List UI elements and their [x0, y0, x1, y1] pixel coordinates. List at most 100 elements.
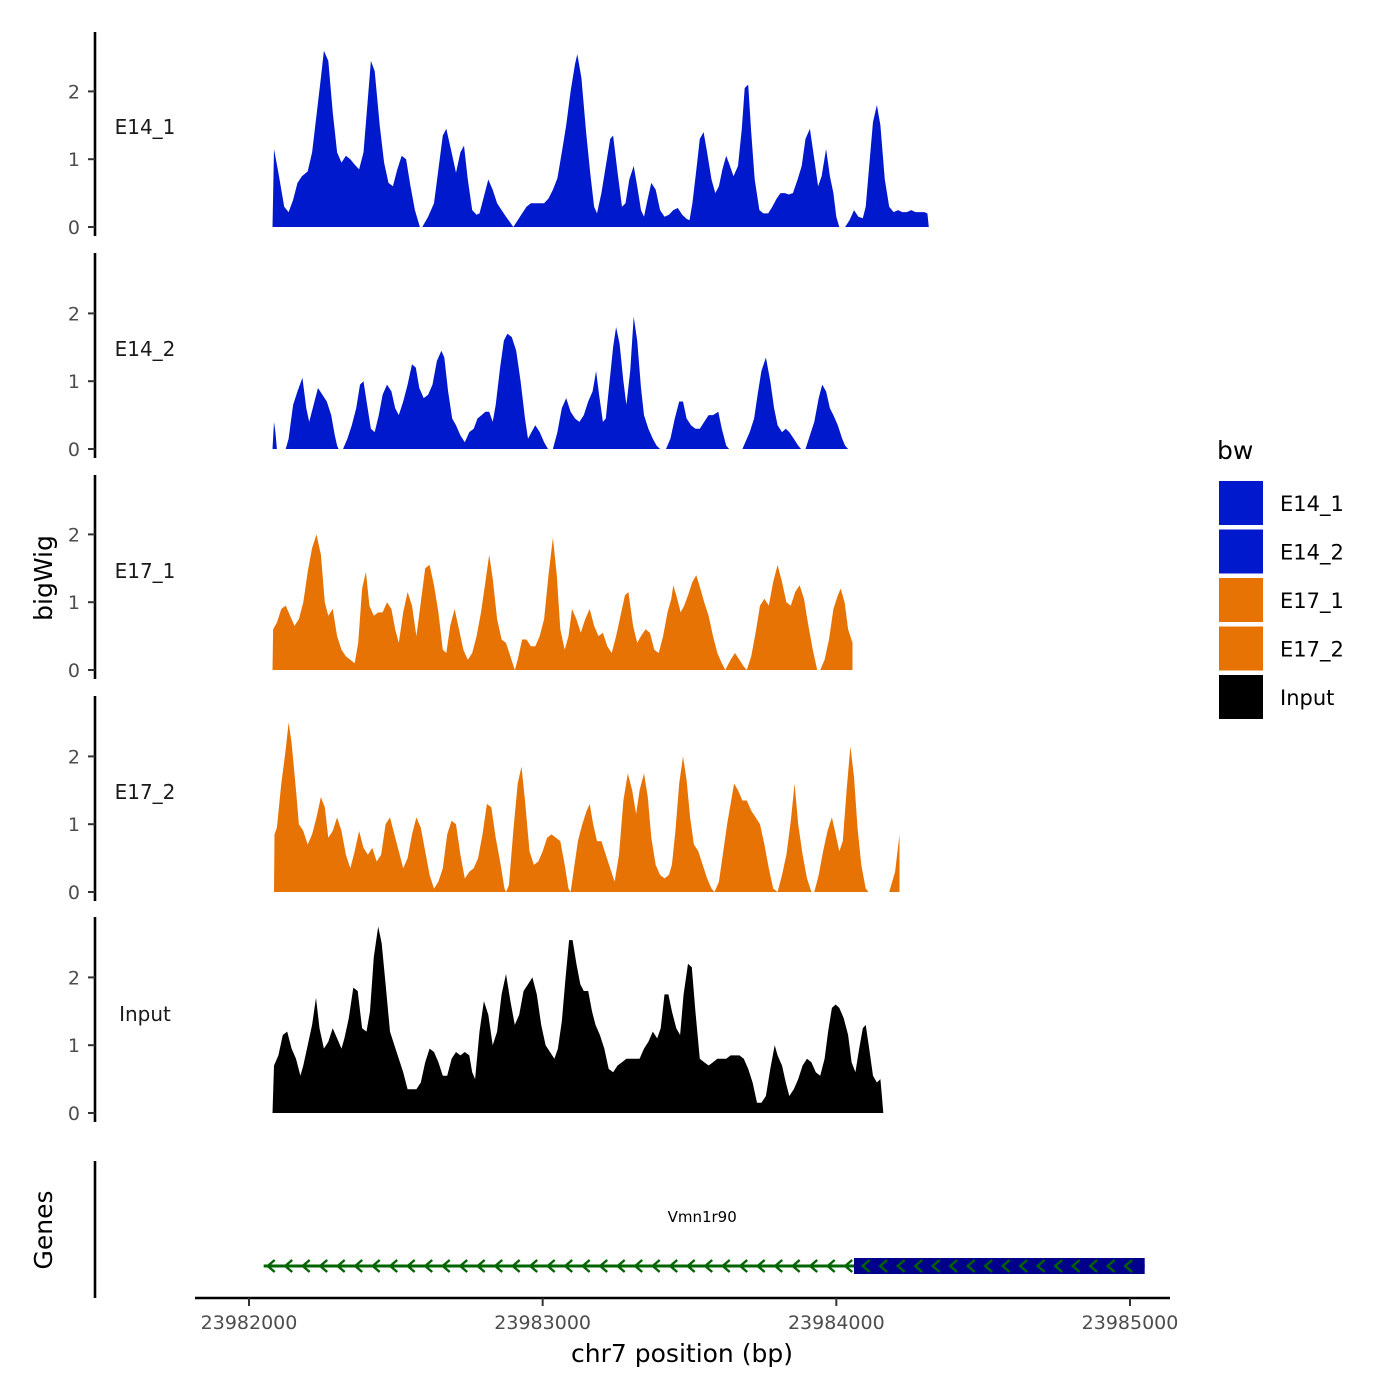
genes-track: Genes Vmn1r90 — [29, 1161, 1145, 1298]
strand-arrow — [808, 1259, 818, 1273]
legend-swatch-e14-2 — [1219, 529, 1263, 574]
track-label: Input — [119, 1002, 171, 1026]
strand-arrow — [598, 1259, 608, 1273]
gene-model — [263, 1258, 1145, 1274]
strand-arrow — [440, 1259, 451, 1273]
strand-arrow — [580, 1259, 591, 1273]
signal-area-e17-2 — [274, 722, 900, 892]
strand-arrow — [703, 1259, 713, 1273]
strand-arrow — [1018, 1259, 1028, 1273]
track-panel-e14-2: 0 1 2 E14_2 — [68, 253, 849, 461]
strand-arrow — [283, 1259, 293, 1273]
strand-arrow — [405, 1259, 416, 1273]
x-axis-ticks: 23982000 23983000 23984000 23985000 — [201, 1298, 1179, 1334]
strand-arrow — [545, 1259, 556, 1273]
x-tick-label: 23985000 — [1082, 1312, 1179, 1334]
x-axis: 23982000 23983000 23984000 23985000 chr7 po… — [195, 1296, 1179, 1368]
y-tick-label: 2 — [68, 303, 80, 325]
x-axis-title: chr7 position (bp) — [571, 1339, 793, 1368]
strand-arrow — [755, 1259, 766, 1273]
y-tick-label: 0 — [68, 660, 80, 682]
x-tick-label: 23984000 — [788, 1312, 885, 1334]
strand-arrow — [930, 1259, 941, 1273]
strand-arrow — [353, 1259, 363, 1273]
strand-arrow — [1088, 1259, 1098, 1273]
legend-swatch-e14-1 — [1219, 481, 1263, 525]
signal-area-e17-1 — [272, 534, 853, 670]
strand-arrow — [1035, 1259, 1046, 1273]
strand-arrow — [860, 1259, 871, 1273]
legend: bw E14_1 E14_2 E17_1 E17_2 Input — [1217, 436, 1344, 719]
strand-arrow — [1105, 1259, 1116, 1273]
y-tick-label: 0 — [68, 1103, 80, 1125]
strand-arrow — [843, 1259, 853, 1273]
legend-label: Input — [1280, 686, 1334, 710]
legend-label: E14_2 — [1280, 541, 1344, 566]
y-tick-label: 1 — [68, 814, 80, 836]
track-label: E17_1 — [115, 559, 176, 583]
track-panel-e17-1: 0 1 2 E17_1 — [68, 475, 853, 682]
genes-axis-title: Genes — [29, 1190, 58, 1269]
strand-arrow — [1053, 1259, 1063, 1273]
strand-arrow — [965, 1259, 976, 1273]
y-axis-title: bigWig — [29, 535, 58, 621]
y-tick-label: 2 — [68, 524, 80, 546]
strand-arrow — [1000, 1259, 1011, 1273]
y-tick-label: 1 — [68, 592, 80, 614]
strand-arrow — [825, 1259, 836, 1273]
strand-arrow — [335, 1259, 346, 1273]
strand-arrow — [1070, 1259, 1081, 1273]
legend-label: E17_1 — [1280, 589, 1344, 614]
strand-arrow — [633, 1259, 643, 1273]
strand-arrow — [300, 1259, 311, 1273]
gene-exon-block — [853, 1258, 1145, 1274]
strand-arrow — [895, 1259, 906, 1273]
y-tick-label: 1 — [68, 1035, 80, 1057]
legend-title: bw — [1217, 436, 1253, 465]
track-panel-e17-2: 0 1 2 E17_2 — [68, 696, 900, 904]
y-tick-label: 1 — [68, 371, 80, 393]
strand-arrow — [475, 1259, 486, 1273]
strand-arrow — [615, 1259, 626, 1273]
strand-arrow — [265, 1259, 276, 1273]
track-panels: 0 1 2 E14_1 0 1 2 E14_2 0 1 2 E17_1 0 1 2 E17_2 0 1 2 Input — [68, 32, 929, 1125]
legend-label: E17_2 — [1280, 638, 1344, 663]
strand-arrow — [563, 1259, 573, 1273]
strand-arrow — [528, 1259, 538, 1273]
strand-arrow — [773, 1259, 783, 1273]
strand-arrow — [458, 1259, 468, 1273]
strand-arrow — [650, 1259, 661, 1273]
strand-arrow — [1123, 1259, 1133, 1273]
y-tick-label: 2 — [68, 81, 80, 103]
legend-swatch-e17-1 — [1219, 578, 1263, 622]
legend-label: E14_1 — [1280, 492, 1344, 517]
strand-arrow — [493, 1259, 503, 1273]
track-panel-input: 0 1 2 Input — [68, 917, 884, 1125]
signal-area-e14-1 — [272, 50, 929, 228]
x-tick-label: 23982000 — [201, 1312, 298, 1334]
strand-arrow — [510, 1259, 521, 1273]
y-tick-label: 0 — [68, 217, 80, 239]
track-label: E14_1 — [115, 115, 176, 139]
strand-arrow — [878, 1259, 888, 1273]
y-tick-label: 2 — [68, 746, 80, 768]
track-label: E17_2 — [115, 780, 176, 804]
strand-arrow — [983, 1259, 993, 1273]
track-label: E14_2 — [115, 337, 176, 361]
strand-arrow — [790, 1259, 801, 1273]
strand-arrow — [318, 1259, 328, 1273]
signal-area-input — [272, 926, 884, 1113]
strand-arrow — [720, 1259, 731, 1273]
strand-arrow — [738, 1259, 748, 1273]
strand-arrow — [668, 1259, 678, 1273]
x-tick-label: 23983000 — [494, 1312, 591, 1334]
signal-area-e14-2 — [272, 316, 849, 449]
y-tick-label: 2 — [68, 967, 80, 989]
gene-label: Vmn1r90 — [668, 1208, 737, 1226]
y-tick-label: 0 — [68, 882, 80, 904]
strand-arrow — [913, 1259, 923, 1273]
strand-arrow — [388, 1259, 398, 1273]
y-tick-label: 0 — [68, 439, 80, 461]
strand-arrow — [370, 1259, 381, 1273]
